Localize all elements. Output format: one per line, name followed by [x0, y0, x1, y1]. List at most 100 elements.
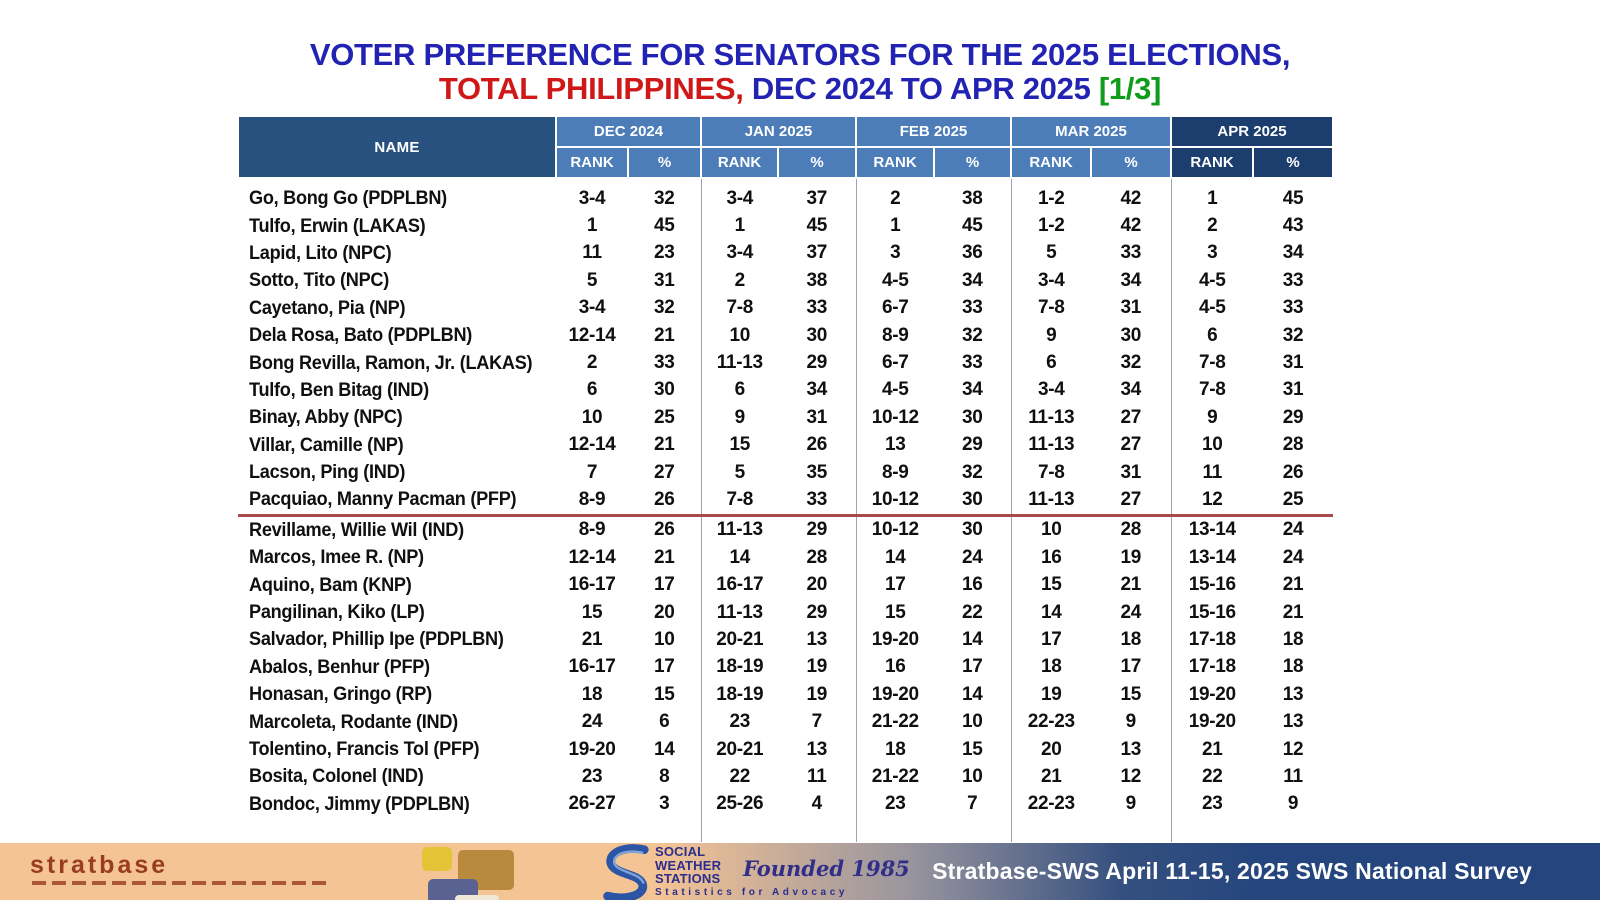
rank-subheader-3: RANK: [1010, 146, 1092, 179]
percent-cell: 26: [653, 519, 675, 541]
sws-logo-line1: SOCIAL: [655, 844, 706, 859]
candidate-name: Marcoleta, Rodante (IND): [249, 710, 458, 733]
percent-cell: 3: [659, 793, 670, 815]
percent-cell: 33: [806, 297, 828, 319]
candidate-name-cell: Villar, Camille (NP): [238, 432, 556, 459]
stratbase-logo-square-yellow: [422, 847, 452, 871]
percent-cell: 28: [806, 546, 828, 568]
percent-subheader-3: %: [1090, 146, 1172, 179]
rank-cell: 6: [1170, 321, 1253, 350]
percent-cell: 33: [778, 486, 856, 517]
rank-cell: 19-20: [855, 681, 934, 709]
rank-cell: 20-21: [700, 735, 778, 764]
spacer-cell: [934, 178, 1011, 185]
rank-cell: 11-13: [700, 515, 778, 545]
candidate-name: Honasan, Gringo (RP): [249, 683, 432, 706]
sws-logo-tagline: Statistics for Advocacy: [655, 887, 849, 898]
rank-cell: 3-4: [578, 297, 606, 319]
rank-cell: 23: [1170, 790, 1253, 818]
rank-cell: 18: [1010, 653, 1091, 682]
title-line-2: TOTAL PHILIPPINES, DEC 2024 TO APR 2025 …: [0, 72, 1600, 106]
percent-cell: 30: [961, 406, 983, 428]
percent-cell: 42: [1120, 215, 1142, 237]
percent-cell: 21: [1282, 601, 1304, 623]
percent-cell: 33: [1120, 242, 1142, 264]
rank-cell: 2: [700, 267, 778, 295]
spacer-cell: [1091, 178, 1171, 185]
percent-cell: 27: [653, 461, 675, 483]
rank-cell: 15: [581, 601, 603, 623]
percent-cell: 30: [961, 519, 983, 541]
percent-cell: 31: [1120, 461, 1142, 483]
percent-cell: 20: [653, 601, 675, 623]
candidate-name-cell: Bong Revilla, Ramon, Jr. (LAKAS): [238, 349, 556, 376]
percent-cell: 13: [1120, 738, 1142, 760]
rank-cell: 11-13: [700, 349, 778, 377]
rank-cell: 17-18: [1170, 653, 1253, 682]
month-header-3: MAR 2025: [1010, 115, 1172, 148]
rank-cell: 21: [581, 628, 603, 650]
percent-subheader-0: %: [627, 146, 702, 179]
percent-cell: 25: [653, 406, 675, 428]
stratbase-logo: stratbase: [30, 851, 169, 879]
rank-cell: 4-5: [855, 267, 934, 295]
percent-cell: 24: [1282, 519, 1304, 541]
rank-cell: 17: [855, 571, 934, 599]
percent-cell: 37: [806, 242, 828, 264]
rank-cell: 11-13: [1010, 486, 1091, 517]
percent-cell: 30: [653, 379, 675, 401]
rank-cell: 7-8: [700, 486, 778, 517]
percent-cell: 15: [961, 738, 983, 760]
spacer-cell: [1253, 818, 1333, 842]
rank-cell: 11-13: [1010, 431, 1091, 459]
rank-cell: 2: [586, 352, 598, 374]
percent-cell: 33: [961, 297, 983, 319]
percent-cell: 28: [1282, 434, 1304, 456]
percent-cell: 32: [653, 187, 675, 209]
rank-cell: 14: [700, 544, 778, 572]
rank-cell: 15: [855, 598, 934, 627]
candidate-name: Cayetano, Pia (NP): [249, 296, 406, 319]
month-header-1: JAN 2025: [700, 115, 857, 148]
rank-cell: 21: [1010, 763, 1091, 791]
rank-cell: 11-13: [700, 598, 778, 627]
candidate-name: Pangilinan, Kiko (LP): [249, 601, 425, 624]
percent-cell: 26: [1282, 461, 1304, 483]
percent-cell: 29: [806, 601, 828, 623]
rank-cell: 21-22: [855, 708, 934, 736]
table-row: Lapid, Lito (NPC) 11 23 3-4 37 3 36 5 33 3 34: [238, 239, 1333, 268]
table-row: Sotto, Tito (NPC) 5 31 2 38 4-5 34 3-4 34 4-5 33: [238, 267, 1333, 295]
spacer-cell: [1170, 178, 1253, 185]
percent-cell: 9: [1125, 711, 1137, 733]
candidate-name-cell: Pacquiao, Manny Pacman (PFP): [238, 486, 556, 517]
percent-cell: 27: [1120, 406, 1142, 428]
rank-subheader-4: RANK: [1170, 146, 1254, 179]
percent-cell: 45: [806, 215, 828, 237]
rank-cell: 5: [1010, 239, 1091, 268]
rank-cell: 1: [586, 215, 598, 237]
percent-cell: 20: [806, 574, 828, 596]
table-row: Abalos, Benhur (PFP) 16-17 17 18-19 19 16 17 18…: [238, 653, 1333, 682]
table-row: Villar, Camille (NP) 12-14 21 15 26 13 29 11-13…: [238, 431, 1333, 459]
candidate-name-cell: Dela Rosa, Bato (PDPLBN): [238, 322, 556, 349]
rank-cell: 16-17: [568, 574, 616, 596]
rank-cell: 11: [1170, 458, 1253, 487]
rank-cell: 3: [1170, 239, 1253, 268]
percent-cell: 17: [653, 656, 675, 678]
percent-cell: 10: [653, 628, 675, 650]
percent-cell: 11: [1283, 765, 1303, 787]
rank-cell: 8-9: [578, 519, 606, 541]
rank-cell: 10: [1010, 515, 1091, 545]
stratbase-logo-square-cream: [455, 895, 499, 900]
rank-cell: 10: [700, 321, 778, 350]
table-row: Go, Bong Go (PDPLBN) 3-4 32 3-4 37 2 38 1-2 42 1 4…: [238, 185, 1333, 213]
rank-cell: 13-14: [1170, 544, 1253, 572]
stratbase-logo-square-slate: [428, 879, 478, 900]
rank-cell: 10-12: [855, 404, 934, 432]
rank-cell: 19: [1010, 681, 1091, 709]
sws-logo-founded: Founded 1985: [743, 856, 910, 881]
table-row: Binay, Abby (NPC) 10 25 9 31 10-12 30 11-13 27 9 2…: [238, 404, 1333, 432]
month-header-0: DEC 2024: [555, 115, 702, 148]
rank-subheader-2: RANK: [855, 146, 935, 179]
percent-cell: 21: [1282, 574, 1304, 596]
